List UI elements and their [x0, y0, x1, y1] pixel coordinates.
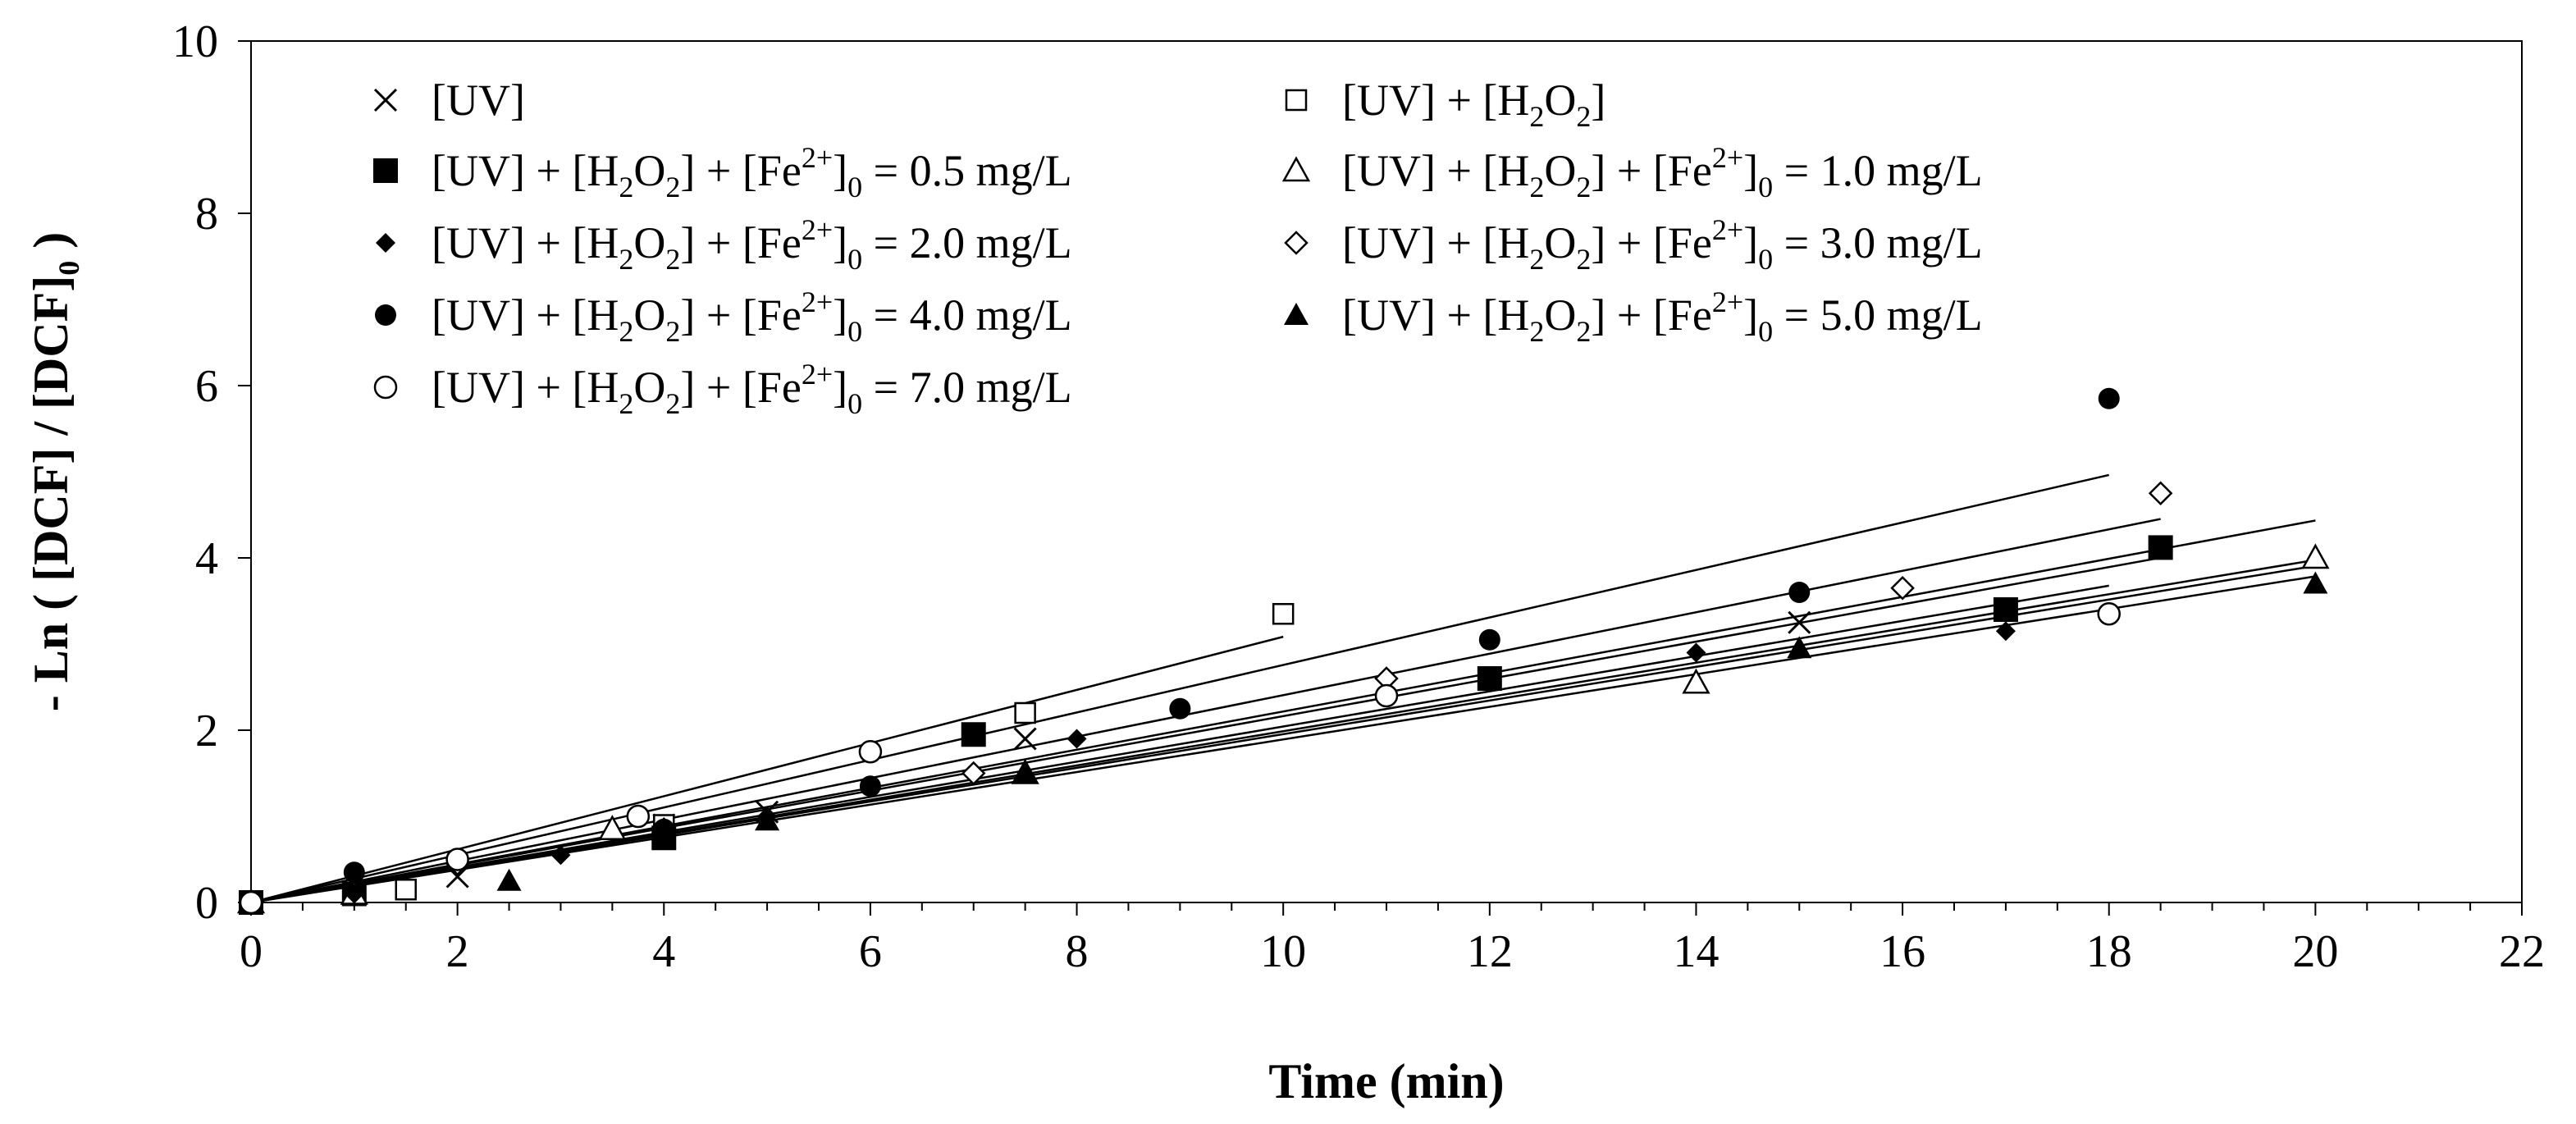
data-point-series-9: [239, 890, 263, 915]
data-point-series-7: [1478, 628, 1500, 651]
trend-line-5: [250, 559, 2316, 904]
trend-line-3: [250, 556, 2161, 904]
trend-line-1: [250, 519, 2316, 904]
y-tick-label: 4: [195, 533, 218, 584]
x-tick-label: 2: [446, 926, 469, 977]
data-point-series-2: [395, 879, 417, 901]
legend-marker-8: [1284, 303, 1309, 325]
legend-marker-1: [373, 88, 398, 112]
x-tick-label: 4: [652, 926, 675, 977]
data-point-series-8: [755, 808, 780, 831]
x-tick-label: 6: [859, 926, 882, 977]
data-point-series-6: [961, 761, 986, 786]
data-point-series-3: [1993, 597, 2018, 622]
y-tick-label: 8: [195, 189, 218, 240]
legend-label-5: [UV] + [H2O2] + [Fe2+]0 = 2.0 mg/L: [432, 213, 1072, 276]
legend-label-7: [UV] + [H2O2] + [Fe2+]0 = 4.0 mg/L: [432, 286, 1072, 348]
legend-marker-5: [376, 233, 395, 253]
legend-marker-9: [373, 375, 398, 400]
legend-label-4: [UV] + [H2O2] + [Fe2+]0 = 1.0 mg/L: [1342, 141, 1983, 203]
data-point-series-5: [344, 884, 364, 904]
y-axis-title-subscript: 0: [53, 261, 85, 276]
y-axis-title-close: ): [24, 232, 78, 261]
y-axis-title-main: - Ln ( [DCF] / [DCF]: [24, 276, 78, 712]
trend-lines: [250, 473, 2316, 904]
legend-marker-2: [1285, 89, 1308, 112]
data-point-series-7: [2098, 387, 2120, 409]
y-tick-label: 0: [195, 878, 218, 929]
data-point-series-1: [445, 865, 469, 889]
trend-line-7: [250, 473, 2110, 904]
data-point-series-8: [1012, 761, 1038, 784]
legend-marker-3: [373, 158, 398, 183]
y-tick-label: 6: [195, 361, 218, 412]
data-point-series-1: [1788, 610, 1811, 634]
trend-line-9: [250, 584, 2109, 904]
y-tick-label: 10: [172, 16, 218, 67]
legend-marker-6: [1284, 231, 1309, 255]
data-point-series-8: [1787, 636, 1812, 659]
data-point-series-8: [2303, 571, 2328, 594]
trend-line-6: [250, 518, 2161, 904]
data-point-series-6: [2148, 481, 2173, 506]
data-point-series-3: [961, 722, 986, 747]
data-point-series-7: [653, 818, 675, 840]
trend-line-8: [250, 575, 2316, 904]
data-point-series-9: [2097, 602, 2121, 626]
data-point-series-4: [598, 815, 627, 840]
data-point-series-5: [1066, 729, 1087, 749]
data-point-series-7: [1788, 582, 1811, 603]
data-point-series-1: [1013, 727, 1037, 751]
legend-label-1: [UV]: [432, 75, 525, 125]
legend-label-6: [UV] + [H2O2] + [Fe2+]0 = 3.0 mg/L: [1342, 213, 1983, 276]
data-markers: [236, 387, 2330, 915]
trend-line-2: [250, 635, 1284, 904]
legend-label-2: [UV] + [H2O2]: [1342, 75, 1605, 133]
data-point-series-7: [859, 775, 881, 797]
data-point-series-7: [1169, 697, 1191, 720]
legend-marker-7: [375, 304, 396, 326]
data-point-series-2: [1272, 603, 1295, 625]
x-tick-label: 8: [1066, 926, 1089, 977]
x-axis: 0 2 4 6 8 10 12 14 16 18 20 22: [240, 902, 2545, 977]
x-tick-label: 22: [2499, 926, 2545, 977]
data-point-series-5: [550, 845, 571, 866]
x-tick-label: 14: [1673, 926, 1719, 977]
y-tick-label: 2: [195, 706, 218, 756]
data-point-series-9: [858, 740, 883, 764]
x-tick-label: 0: [240, 926, 263, 977]
x-tick-label: 16: [1879, 926, 1925, 977]
data-point-series-3: [2148, 535, 2173, 560]
data-point-series-9: [1374, 683, 1399, 708]
data-point-series-4: [1682, 668, 1710, 694]
data-point-series-2: [1014, 701, 1036, 724]
x-tick-label: 20: [2292, 926, 2338, 977]
legend-marker-4: [1281, 156, 1311, 182]
x-tick-label: 18: [2086, 926, 2132, 977]
legend: [UV] [UV] + [H2O2] [UV] + [H2O2] + [Fe2+]0…: [373, 75, 1983, 420]
data-point-series-9: [626, 804, 651, 829]
data-point-series-6: [1890, 575, 1915, 601]
data-point-series-9: [445, 848, 469, 871]
data-point-series-5: [1686, 642, 1706, 663]
x-axis-title: Time (min): [1268, 1054, 1504, 1108]
y-axis-title: - Ln ( [DCF] / [DCF]0 ): [24, 232, 85, 712]
x-tick-label: 12: [1467, 926, 1513, 977]
data-point-series-4: [2301, 543, 2330, 569]
data-point-series-7: [343, 861, 365, 884]
data-point-series-5: [1995, 621, 2016, 642]
data-point-series-3: [1477, 666, 1502, 691]
data-point-series-8: [496, 868, 522, 891]
legend-label-8: [UV] + [H2O2] + [Fe2+]0 = 5.0 mg/L: [1342, 286, 1983, 348]
legend-label-3: [UV] + [H2O2] + [Fe2+]0 = 0.5 mg/L: [432, 141, 1072, 203]
y-axis: 0 2 4 6 8 10: [172, 16, 252, 929]
x-tick-label: 10: [1260, 926, 1306, 977]
legend-label-9: [UV] + [H2O2] + [Fe2+]0 = 7.0 mg/L: [432, 358, 1072, 420]
